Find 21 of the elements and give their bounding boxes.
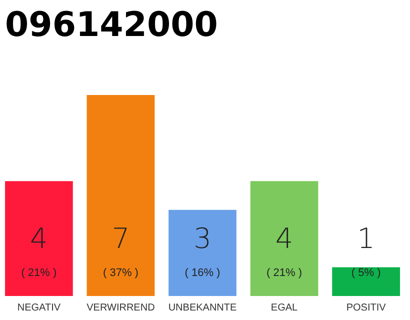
annotation: ( 37% )	[102, 267, 138, 279]
x-tick-label: VERWIRREND	[86, 302, 155, 314]
annotation: ( 16% )	[184, 267, 220, 279]
bar	[86, 95, 155, 296]
x-tick-label: NEGATIV	[17, 302, 61, 314]
annotation: ( 21% )	[266, 267, 302, 279]
chart-title: 096142000	[5, 5, 218, 45]
data-label: 3	[194, 222, 212, 255]
x-tick-label: UNBEKANNTE	[168, 302, 237, 314]
x-tick-label: EGAL	[270, 302, 298, 314]
data-label: 4	[30, 222, 48, 255]
bar	[250, 181, 318, 296]
data-label: 1	[357, 222, 375, 255]
bar	[332, 267, 400, 296]
data-label: 4	[275, 222, 294, 255]
annotation: ( 21% )	[21, 267, 57, 279]
x-tick-label: POSITIV	[346, 302, 386, 314]
bar	[168, 210, 236, 296]
annotation: ( 5% )	[351, 267, 381, 279]
bar	[5, 181, 73, 296]
data-label: 7	[112, 222, 130, 255]
